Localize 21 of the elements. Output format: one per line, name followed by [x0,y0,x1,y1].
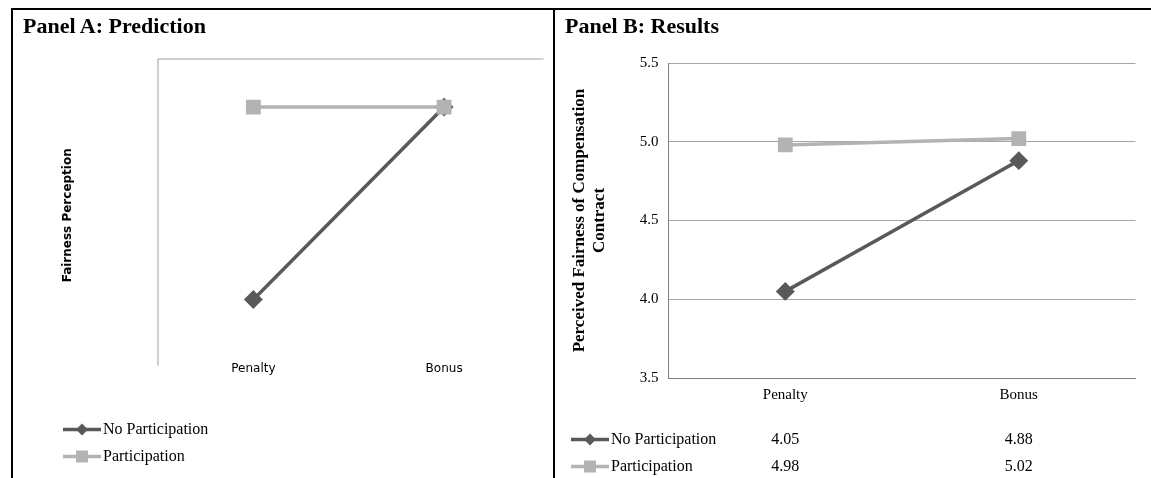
data-label: 4.05 [771,429,800,447]
y-tick-label: 4.0 [639,290,659,307]
x-tick-label: Bonus [999,385,1039,402]
data-label: 4.98 [771,456,800,474]
legend-label: Participation [103,446,185,465]
chart-title: Panel B: Results [565,13,719,39]
x-tick-label: Bonus [425,360,463,375]
y-axis-title: Fairness Perception [60,148,75,283]
chart-title: Panel A: Prediction [23,13,206,39]
y-axis-title: Perceived Fairness of Compensation Contract [568,88,608,353]
y-tick-label: 5.0 [639,132,659,149]
y-tick-label: 3.5 [639,368,659,385]
legend-label: Participation [611,456,693,475]
x-tick-label: Penalty [231,360,276,375]
legend-label: No Participation [611,429,717,448]
y-tick-label: 4.5 [639,211,659,228]
data-label: 4.88 [1004,429,1033,447]
y-tick-label: 5.5 [639,53,659,70]
x-tick-label: Penalty [762,385,809,402]
legend-label: No Participation [103,419,209,438]
data-label: 5.02 [1004,456,1033,474]
